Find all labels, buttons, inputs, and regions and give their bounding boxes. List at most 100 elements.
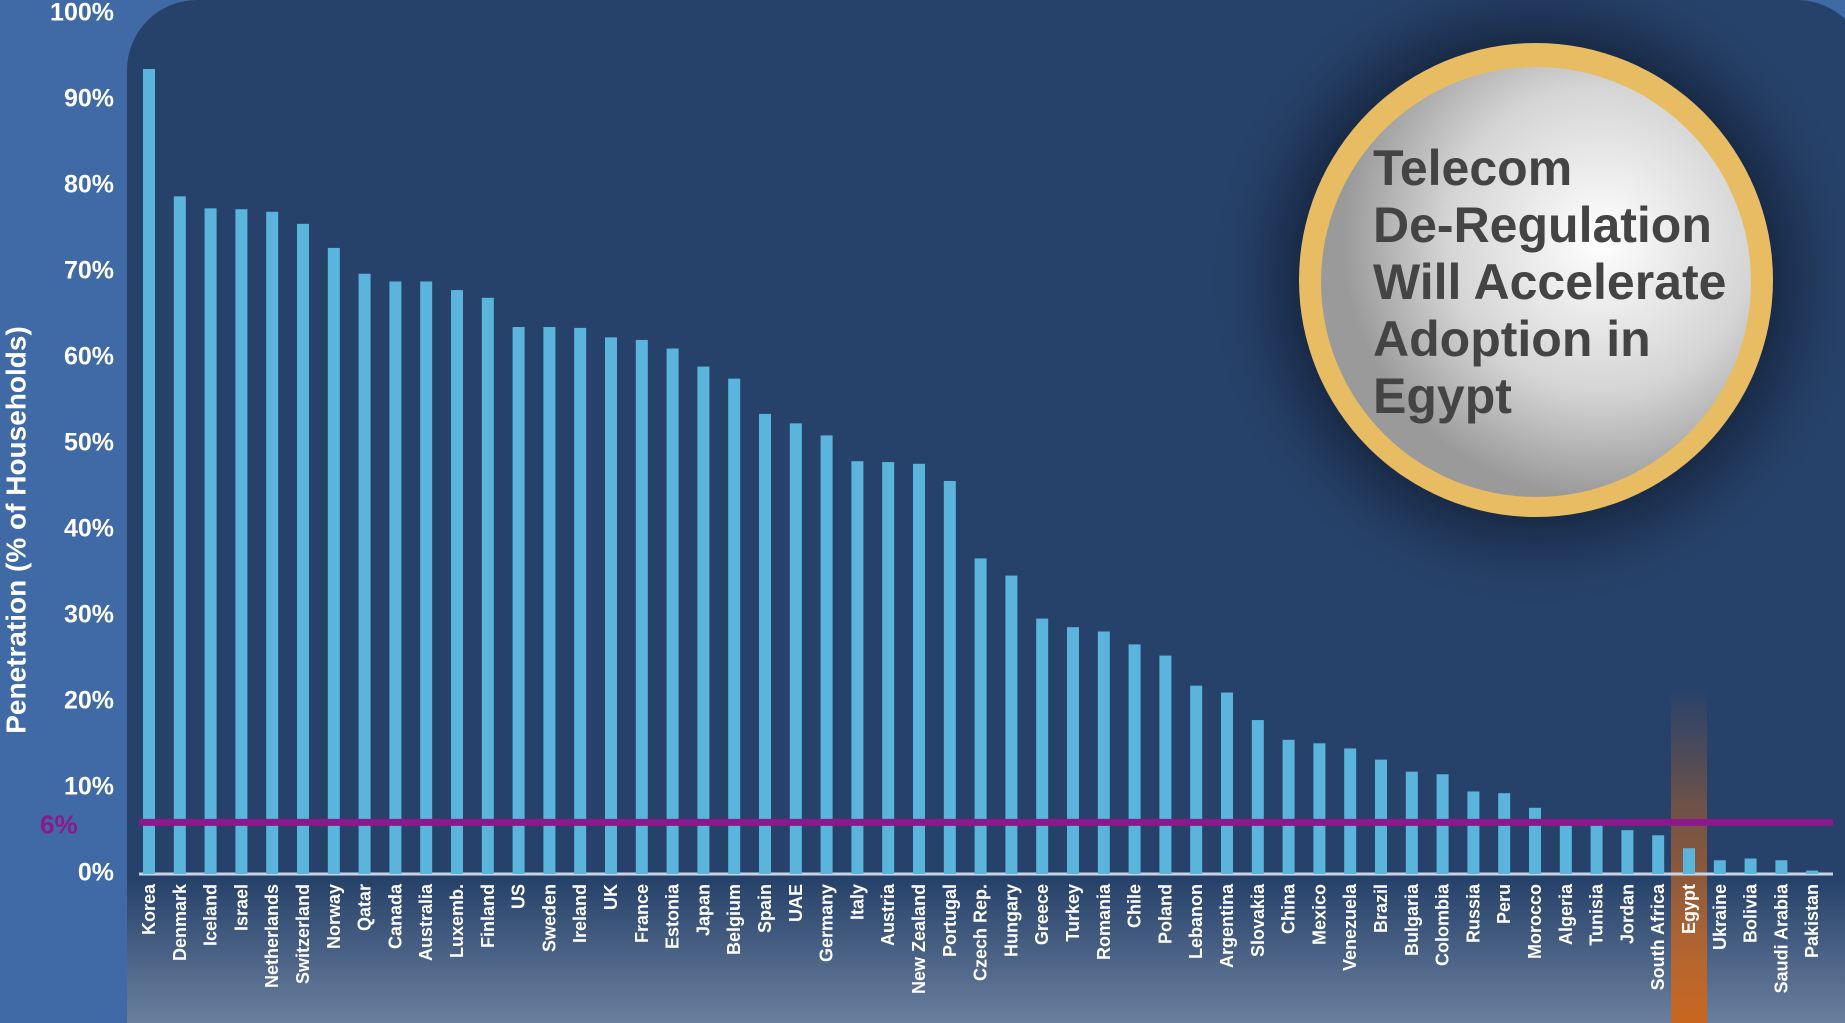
bar [789, 423, 802, 874]
x-tick-label: South Africa [1648, 883, 1668, 990]
x-tick-label: Venezuela [1340, 883, 1360, 971]
bar [1036, 618, 1049, 874]
bar [1005, 575, 1018, 874]
x-tick-label: Saudi Arabia [1771, 883, 1791, 993]
bar [1375, 759, 1387, 874]
y-tick-label: 80% [64, 171, 114, 199]
x-tick-label: Finland [478, 884, 498, 948]
x-tick-label: Germany [817, 884, 837, 962]
x-tick-label: Chile [1125, 884, 1145, 928]
bar [1806, 870, 1819, 874]
bar [697, 366, 710, 874]
x-tick-label: Luxemb. [447, 884, 467, 958]
bar [1590, 824, 1603, 874]
y-tick-label: 0% [78, 859, 114, 887]
bar [1190, 685, 1203, 874]
bar [1128, 644, 1141, 874]
x-tick-label: Romania [1094, 883, 1114, 960]
bar [666, 348, 679, 874]
x-tick-label: Ukraine [1710, 884, 1730, 950]
x-tick-label: Italy [847, 884, 867, 920]
x-tick-label: Pakistan [1802, 884, 1822, 958]
bar [327, 247, 340, 875]
bar [420, 281, 433, 875]
x-tick-label: US [509, 884, 529, 909]
x-tick-label: Ireland [570, 884, 590, 943]
bar [1097, 631, 1110, 874]
bar [1621, 830, 1634, 874]
bar [1498, 793, 1511, 874]
bar [943, 480, 956, 874]
bar [574, 327, 587, 874]
bar [605, 337, 617, 874]
x-tick-label: Netherlands [262, 884, 282, 988]
x-tick-label: France [632, 884, 652, 943]
bar [882, 462, 895, 874]
bar [1775, 860, 1788, 874]
y-tick-label: 20% [64, 687, 114, 715]
x-tick-label: Norway [324, 884, 344, 949]
x-tick-label: Korea [139, 883, 159, 935]
bar [1713, 860, 1726, 874]
x-tick-label: Denmark [170, 883, 190, 961]
bar [451, 290, 463, 874]
bar [173, 196, 186, 874]
x-tick-label: Argentina [1217, 883, 1237, 968]
x-tick-label: Sweden [539, 884, 559, 952]
x-tick-label: Czech Rep. [971, 884, 991, 981]
bar [635, 339, 648, 874]
bar [543, 327, 556, 874]
bar [759, 413, 771, 874]
bar [1221, 692, 1233, 874]
x-tick-label: Turkey [1063, 884, 1083, 942]
reference-label: 6% [40, 809, 78, 839]
x-tick-label: Russia [1463, 883, 1483, 943]
bar [1282, 739, 1295, 874]
bar [1744, 858, 1757, 874]
bar [235, 209, 248, 875]
bar [728, 378, 741, 874]
bar [1159, 655, 1172, 874]
x-tick-label: Lebanon [1186, 884, 1206, 959]
annotation: Will Accelerate [1373, 254, 1726, 310]
bar [297, 223, 309, 875]
x-tick-label: Tunisia [1587, 883, 1607, 946]
x-tick-label: Greece [1032, 884, 1052, 945]
bar [1344, 748, 1357, 874]
bar [1559, 824, 1572, 874]
bar [851, 461, 864, 874]
x-tick-label: UAE [786, 884, 806, 922]
y-tick-label: 60% [64, 343, 114, 371]
x-tick-label: Bulgaria [1402, 883, 1422, 956]
x-tick-label: Hungary [1001, 884, 1021, 957]
x-tick-label: Poland [1155, 884, 1175, 944]
callout-disc [1321, 67, 1751, 497]
x-tick-label: Slovakia [1248, 883, 1268, 957]
bar [1313, 743, 1326, 874]
annotation: Egypt [1373, 368, 1512, 424]
x-tick-label: Mexico [1309, 884, 1329, 945]
x-tick-label: Spain [755, 884, 775, 933]
x-tick-label: Canada [385, 883, 405, 949]
y-tick-label: 50% [64, 429, 114, 457]
annotation: De-Regulation [1373, 197, 1712, 253]
x-tick-label: Switzerland [293, 884, 313, 984]
y-tick-label: 90% [64, 85, 114, 113]
label-band [127, 880, 1845, 1023]
annotation: Adoption in [1373, 311, 1651, 367]
bar [1529, 807, 1541, 874]
annotation: Telecom [1373, 140, 1572, 196]
bar [512, 327, 525, 874]
bar [204, 208, 217, 875]
x-tick-label: Jordan [1617, 884, 1637, 944]
x-tick-label: Egypt [1679, 884, 1699, 934]
bar [358, 273, 371, 875]
x-tick-label: Qatar [355, 884, 375, 931]
y-tick-label: 70% [64, 257, 114, 285]
x-tick-label: Bolivia [1741, 883, 1761, 943]
x-tick-label: Israel [231, 884, 251, 931]
x-tick-label: Morocco [1525, 884, 1545, 959]
x-tick-label: Algeria [1556, 883, 1576, 945]
y-tick-label: 100% [50, 0, 114, 27]
